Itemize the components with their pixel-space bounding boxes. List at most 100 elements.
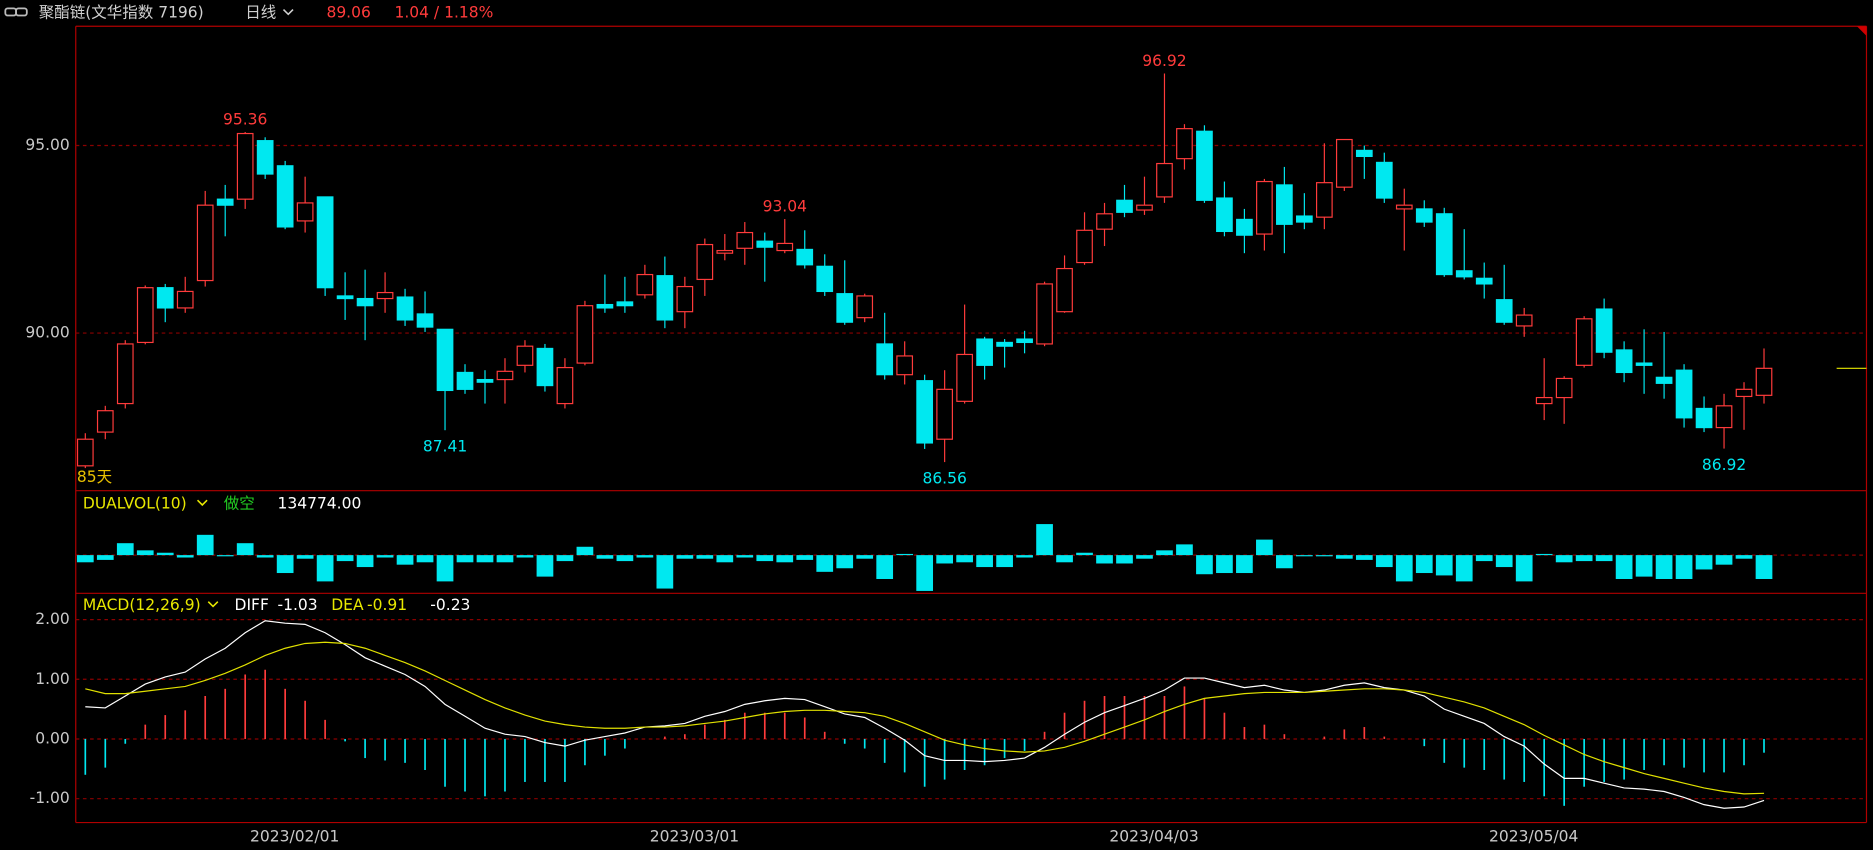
candle-body: [1056, 267, 1073, 313]
vol-bar: [1695, 555, 1713, 570]
candle-body: [796, 248, 814, 266]
candle-body: [636, 273, 654, 296]
candle-body: [1435, 213, 1453, 276]
vol-bar: [1036, 524, 1053, 556]
candle-body: [156, 287, 174, 309]
period[interactable]: 日线: [245, 4, 276, 22]
candle-body: [1595, 308, 1613, 353]
vol-bar: [736, 555, 754, 558]
vol-bar: [316, 555, 334, 582]
vol-bar: [1735, 555, 1753, 559]
period-chevron[interactable]: [282, 9, 294, 16]
candle-body: [1535, 396, 1553, 405]
candle-body: [1695, 407, 1713, 429]
candle-body: [1755, 367, 1773, 396]
vol-bar: [1296, 555, 1313, 557]
vol-bar: [576, 546, 594, 556]
vol-bar: [1096, 555, 1113, 564]
high-label: 96.92: [1142, 52, 1186, 70]
candle-body: [1036, 283, 1053, 345]
vol-bar: [1216, 555, 1233, 574]
x-tick-label: 2023/03/01: [650, 827, 739, 845]
vol-bar: [1495, 555, 1513, 568]
vol-bar: [1515, 555, 1533, 582]
vol-bar: [556, 555, 574, 562]
vol-bar: [1136, 555, 1153, 559]
candle-body: [1096, 213, 1113, 230]
vol-bar: [476, 555, 494, 563]
candle-body: [776, 242, 794, 252]
macd-title[interactable]: MACD(12,26,9): [83, 596, 201, 614]
y-tick-label: 0.00: [35, 729, 70, 747]
candle-body: [276, 165, 294, 228]
candle-body: [1256, 180, 1273, 235]
candle-body: [1515, 314, 1533, 327]
vol-bar: [356, 555, 374, 568]
vol-bar: [1675, 555, 1693, 580]
vol-bar: [376, 555, 394, 558]
candle-body: [856, 295, 874, 319]
candle-body: [1276, 184, 1293, 225]
candle-body: [356, 297, 374, 307]
x-tick-label: 2023/02/01: [250, 827, 339, 845]
candle-body: [816, 265, 834, 293]
vol-bar: [956, 555, 973, 563]
vol-bar: [436, 555, 454, 582]
vol-bar: [1555, 555, 1573, 563]
vol-bar: [676, 555, 694, 559]
candle-body: [1735, 388, 1753, 398]
dea-name: DEA: [331, 596, 364, 614]
candle-body: [336, 295, 354, 300]
vol-bar: [1635, 555, 1653, 577]
candle-body: [596, 303, 614, 309]
vol-bar: [1475, 555, 1493, 562]
candle-body: [236, 132, 254, 200]
candle-body: [556, 366, 574, 405]
candle-body: [576, 305, 594, 364]
vol-bar: [1196, 555, 1213, 575]
vol-bar: [1016, 555, 1033, 558]
vol-chevron[interactable]: [196, 499, 208, 507]
vol-bar: [776, 555, 794, 563]
vol-bar: [1595, 555, 1613, 562]
candle-body: [136, 287, 154, 344]
candle-body: [1415, 208, 1433, 223]
candle-body: [1475, 277, 1493, 285]
vol-bar: [876, 555, 894, 580]
candle-body: [196, 204, 214, 282]
candle-body: [1375, 161, 1393, 199]
candle-body: [96, 410, 114, 433]
candle-body: [1076, 229, 1093, 264]
vol-bar: [1615, 555, 1633, 580]
vol-bar: [696, 555, 714, 559]
vol-bar: [236, 543, 254, 556]
vol-bar: [1575, 555, 1593, 562]
candle-body: [1176, 128, 1193, 160]
macd-chevron[interactable]: [207, 601, 219, 608]
frame: [75, 25, 1868, 824]
x-tick-label: 2023/04/03: [1109, 827, 1198, 845]
candle-body: [1655, 376, 1673, 384]
candle-body: [496, 370, 514, 381]
vol-bar: [1715, 555, 1733, 565]
vol-bar: [896, 553, 914, 556]
x-tick-label: 2023/05/04: [1489, 827, 1578, 845]
vol-reading: 134774.00: [278, 494, 362, 512]
vol-title[interactable]: DUALVOL(10): [83, 494, 187, 512]
candle-body: [1196, 130, 1213, 201]
candle-body: [936, 388, 953, 440]
vol-bar: [1355, 555, 1373, 560]
link-icon: [4, 7, 28, 17]
candle-body: [976, 338, 993, 366]
count-label: 85天: [77, 468, 112, 486]
high-label: 95.36: [223, 111, 267, 129]
candle-body: [956, 353, 973, 402]
candle-body: [1575, 318, 1593, 366]
candle-body: [1016, 338, 1033, 344]
candle-body: [1315, 182, 1333, 218]
price: 89.06: [326, 4, 370, 22]
candle-body: [456, 371, 474, 390]
candle-body: [1455, 270, 1473, 278]
candle-body: [176, 290, 194, 309]
